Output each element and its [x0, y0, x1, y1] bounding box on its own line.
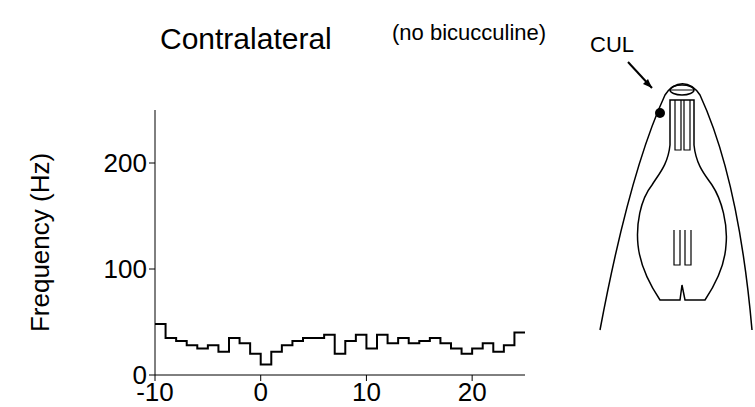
svg-text:10: 10	[352, 377, 381, 407]
svg-text:0: 0	[253, 377, 267, 407]
svg-text:Frequency (Hz): Frequency (Hz)	[25, 153, 55, 332]
svg-text:0: 0	[133, 360, 147, 390]
svg-text:20: 20	[458, 377, 487, 407]
svg-text:-10: -10	[136, 377, 174, 407]
svg-text:200: 200	[104, 148, 147, 178]
html-text:(no bicucculine): (no bicucculine)	[392, 20, 547, 45]
svg-text:CUL: CUL	[590, 32, 634, 57]
html-text:Contralateral: Contralateral	[160, 22, 332, 55]
svg-text:100: 100	[104, 254, 147, 284]
